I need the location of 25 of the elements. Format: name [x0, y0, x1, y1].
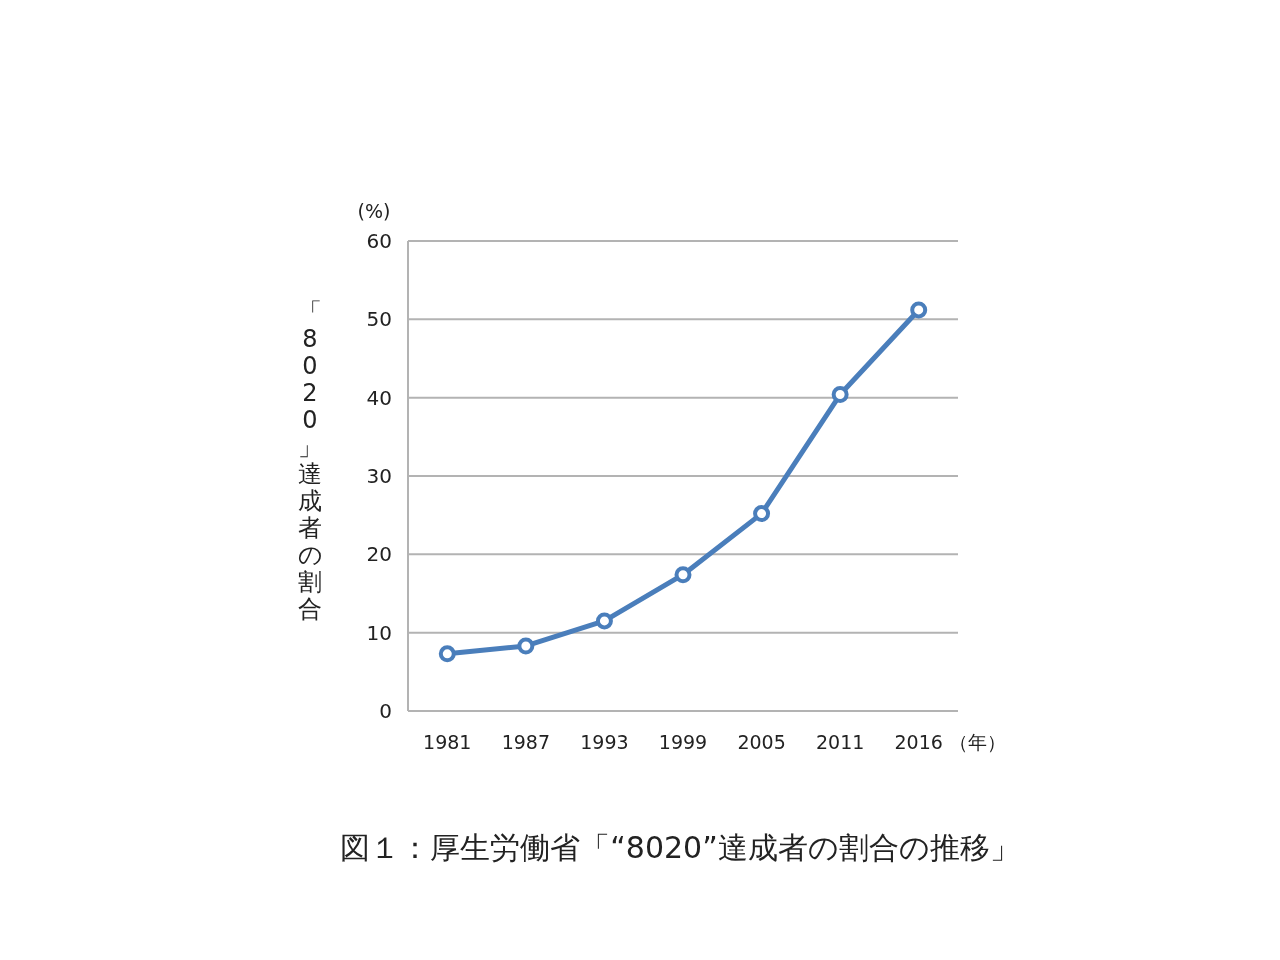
point	[674, 566, 692, 584]
point	[910, 301, 928, 319]
y-tick-label: 0	[379, 699, 392, 723]
point	[595, 612, 613, 630]
x-tick-label: 2005	[737, 731, 786, 753]
point	[517, 637, 535, 655]
x-axis-title: （年）	[948, 731, 1006, 753]
point	[753, 505, 771, 523]
x-tick-label: 1999	[658, 731, 708, 753]
y-tick-label: 10	[366, 620, 392, 645]
y-tick-label: 60	[366, 229, 392, 253]
x-tick-label: 1993	[580, 731, 629, 753]
x-tick-label: 2011	[815, 731, 865, 753]
x-tick-label: 1981	[423, 731, 472, 753]
x-tick-label: 2016	[894, 731, 943, 753]
text: (%)	[357, 200, 391, 222]
y-tick-label: 40	[366, 385, 392, 410]
y-tick-label: 50	[366, 307, 392, 332]
x-tick-label: 1987	[501, 731, 551, 753]
text: 図１：厚生労働省「“8020”達成者の割合の推移」	[340, 830, 1020, 865]
point	[438, 645, 456, 663]
text: 「8020」達成者の割合	[297, 298, 323, 623]
y-tick-label: 20	[366, 542, 392, 567]
point	[831, 386, 849, 404]
y-tick-label: 30	[366, 464, 392, 488]
